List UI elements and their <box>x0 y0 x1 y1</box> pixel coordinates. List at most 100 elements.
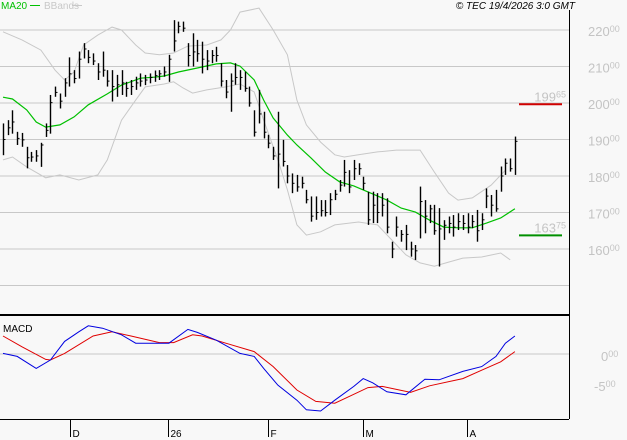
time-axis: D 26 F M A <box>70 420 477 440</box>
price-gridlines <box>0 29 569 286</box>
ohlc-bar <box>187 43 191 67</box>
ohlc-bar <box>457 213 461 231</box>
ohlc-bar <box>78 51 82 79</box>
ohlc-bar <box>59 93 63 109</box>
macd-y-tick-label: -500 <box>594 379 616 394</box>
time-tick-label: 26 <box>171 429 183 440</box>
ohlc-bar <box>410 241 414 257</box>
ohlc-bar <box>111 70 115 102</box>
ohlc-bar <box>509 158 513 172</box>
ohlc-bar <box>230 73 234 112</box>
ohlc-bar <box>102 51 106 77</box>
ohlc-bar <box>130 80 134 95</box>
price-level-label: 16375 <box>534 220 566 235</box>
ohlc-bar <box>215 46 219 62</box>
ohlc-bar <box>305 189 309 204</box>
ohlc-bar <box>495 189 499 212</box>
ohlc-bar <box>381 193 385 217</box>
ohlc-bar <box>92 53 96 66</box>
ohlc-bar <box>45 123 49 137</box>
y-tick-label: 22000 <box>588 24 620 39</box>
ohlc-bar <box>310 196 314 222</box>
ohlc-bar <box>234 63 238 85</box>
legend-bbands-label: BBands <box>44 1 79 12</box>
time-tick-label: F <box>271 429 277 440</box>
ohlc-bar <box>272 146 276 160</box>
ohlc-bar <box>87 50 91 64</box>
y-tick-label: 16000 <box>588 243 620 258</box>
ohlc-bar <box>296 174 300 192</box>
ohlc-bar <box>291 173 295 194</box>
time-tick-label: D <box>73 429 80 440</box>
macd-axis-labels: 000 -500 <box>594 349 618 394</box>
ohlc-bar <box>106 70 110 87</box>
ohlc-bar <box>481 213 485 231</box>
ohlc-bar <box>154 70 158 82</box>
ohlc-bar <box>267 134 271 149</box>
ohlc-bar <box>448 216 452 234</box>
ohlc-bar <box>485 188 489 209</box>
ohlc-bar <box>68 57 72 87</box>
ohlc-bar <box>21 132 25 147</box>
ohlc-bar <box>253 110 257 137</box>
ohlc-bar <box>73 70 77 84</box>
ohlc-bar <box>192 33 196 67</box>
ohlc-bar <box>315 196 319 220</box>
ohlc-bar <box>277 111 281 189</box>
ohlc-bar <box>400 230 404 242</box>
ohlc-bar <box>35 150 39 162</box>
ohlc-bar <box>163 66 167 77</box>
macd-line <box>2 325 516 412</box>
ohlc-bar <box>282 139 286 167</box>
ohlc-bar <box>329 193 333 216</box>
bollinger-lower-band <box>2 81 511 267</box>
ohlc-bar <box>320 200 324 217</box>
ohlc-bar <box>286 165 290 184</box>
ohlc-bar <box>414 244 418 260</box>
ohlc-bar <box>116 74 120 97</box>
time-tick-label: A <box>470 429 477 440</box>
macd-title: MACD <box>3 324 32 335</box>
ma20-line <box>2 62 516 229</box>
ohlc-bar <box>40 142 44 167</box>
ohlc-bar <box>2 123 6 156</box>
ohlc-bar <box>301 176 305 189</box>
ohlc-bar <box>11 110 15 134</box>
ohlc-bar <box>211 50 215 64</box>
legend-ma20-label: MA20 <box>1 1 28 12</box>
ohlc-bar <box>443 220 447 240</box>
y-tick-label: 19000 <box>588 134 620 149</box>
ohlc-bar <box>244 71 248 92</box>
ohlc-bar <box>504 158 508 175</box>
ohlc-bar <box>239 70 243 90</box>
ohlc-bar <box>324 200 328 217</box>
price-levels: 19965 16375 <box>519 89 566 237</box>
ohlc-bar <box>173 20 177 52</box>
ohlc-bar <box>476 209 480 242</box>
price-level-label: 19965 <box>534 89 566 104</box>
ohlc-bar <box>97 63 101 81</box>
ohlc-bar <box>263 111 267 139</box>
ohlc-bar <box>386 198 390 234</box>
macd-signal-line <box>2 331 516 404</box>
y-tick-label: 21000 <box>588 61 620 76</box>
ohlc-bar <box>490 194 494 217</box>
ohlc-bar <box>16 131 20 145</box>
ohlc-bar <box>429 204 433 224</box>
time-tick-label: M <box>366 429 374 440</box>
ohlc-bar <box>395 216 399 237</box>
ohlc-bar <box>177 21 181 34</box>
ohlc-bars <box>2 20 518 267</box>
ohlc-bar <box>462 215 466 231</box>
ohlc-bar <box>158 70 162 81</box>
y-tick-label: 17000 <box>588 207 620 222</box>
y-tick-label: 20000 <box>588 97 620 112</box>
ohlc-bar <box>471 215 475 229</box>
ohlc-bar <box>353 159 357 181</box>
ohlc-bar <box>343 159 347 187</box>
ohlc-bar <box>7 120 11 136</box>
ohlc-bar <box>225 80 229 99</box>
ohlc-bar <box>367 191 371 225</box>
ohlc-bar <box>83 43 87 59</box>
